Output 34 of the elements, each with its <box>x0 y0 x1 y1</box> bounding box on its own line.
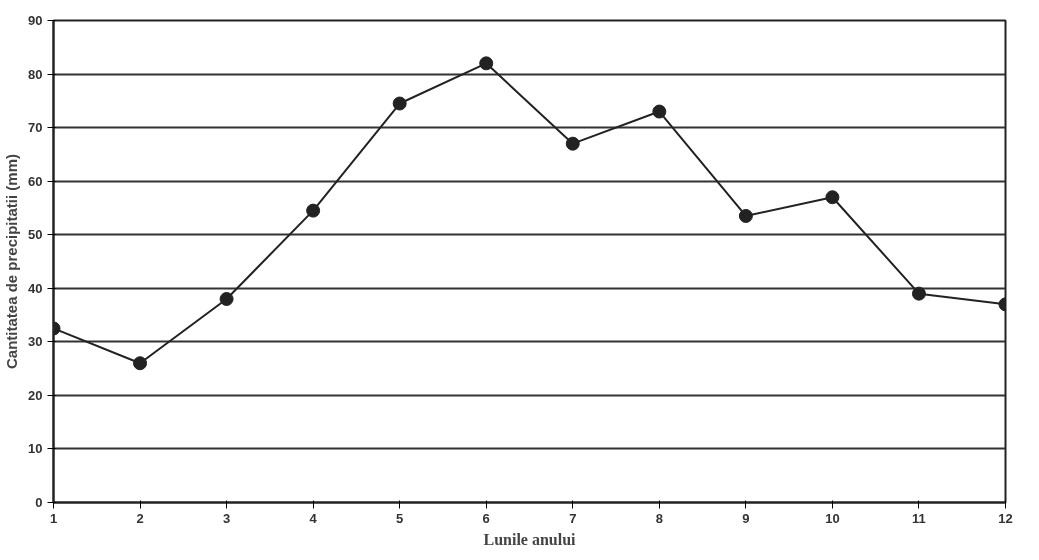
point <box>565 136 580 151</box>
y-tick-label: 60 <box>28 173 43 189</box>
x-tick-label: 2 <box>136 510 144 526</box>
y-tick-label: 10 <box>28 441 43 457</box>
y-tick-label: 0 <box>35 495 43 510</box>
x-tick-label: 7 <box>569 510 577 526</box>
y-tick-label: 80 <box>28 66 43 82</box>
point <box>911 286 926 301</box>
x-tick-label: 5 <box>396 510 404 526</box>
x-tick-label: 1 <box>49 510 58 526</box>
x-tick-label: 9 <box>742 510 750 526</box>
y-tick-label: 90 <box>28 13 43 28</box>
x-tick-label: 3 <box>222 510 231 526</box>
y-tick-label: 70 <box>28 120 43 136</box>
x-axis-title: Lunile anului <box>483 530 577 548</box>
point <box>652 104 667 119</box>
point <box>219 292 234 306</box>
y-tick-label: 20 <box>28 387 43 403</box>
point <box>825 190 840 205</box>
x-tick-label: 12 <box>998 510 1013 526</box>
point <box>392 96 407 111</box>
y-tick-label: 50 <box>28 227 43 243</box>
point <box>133 356 148 371</box>
x-tick-label: 8 <box>655 510 663 526</box>
point <box>738 208 753 223</box>
x-tick-label: 11 <box>912 510 926 526</box>
point <box>479 56 494 71</box>
point <box>306 203 321 218</box>
y-axis-title: Cantitatea de precipitatii (mm) <box>3 153 21 370</box>
x-tick-label: 4 <box>309 510 318 526</box>
x-tick-label: 6 <box>482 510 490 526</box>
x-tick-label: 10 <box>825 510 840 526</box>
y-tick-label: 40 <box>28 280 43 296</box>
y-tick-label: 30 <box>28 334 43 350</box>
